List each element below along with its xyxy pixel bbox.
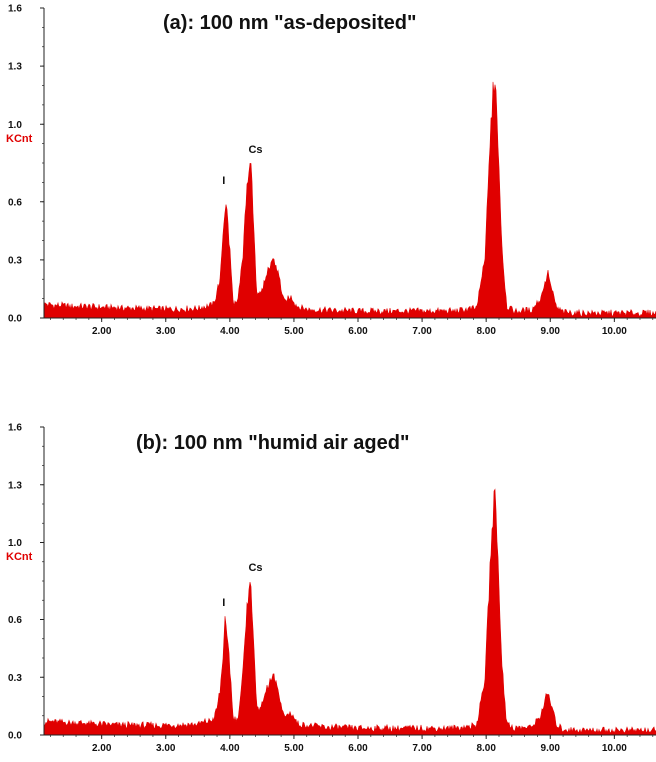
spectrum-chart: 0.0 0.3 0.6 1.0 1.3 1.6 2.00 3.00 4.00 5.00 6.00 7.… <box>6 423 656 754</box>
x-tick-label: 7.00 <box>412 743 432 754</box>
chart-title: (a): 100 nm "as-deposited" <box>163 12 417 34</box>
chart-panel-a: (a): 100 nm "as-deposited" 0.0 0.3 0.6 1.0 1… <box>0 0 656 340</box>
x-tick-label: 5.00 <box>284 743 304 754</box>
y-tick-label: 1.0 <box>8 538 22 549</box>
peak-label: Cs <box>248 562 262 574</box>
x-tick-label: 6.00 <box>348 326 368 337</box>
x-tick-label: 10.00 <box>602 326 627 337</box>
x-tick-label: 9.00 <box>541 743 561 754</box>
x-tick-label: 4.00 <box>220 743 240 754</box>
y-tick-label: 1.3 <box>8 480 22 491</box>
x-tick-label: 8.00 <box>476 326 496 337</box>
x-tick-label: 7.00 <box>412 326 432 337</box>
y-axis-label: KCnt <box>6 133 33 145</box>
y-tick-label: 1.6 <box>8 4 22 15</box>
spectrum-chart: 0.0 0.3 0.6 1.0 1.3 1.6 2.00 3.00 4.00 5.00 6.00 7.… <box>6 4 656 337</box>
y-tick-label: 0.3 <box>8 255 22 266</box>
chart-panel-b: (b): 100 nm "humid air aged" 0.0 0.3 0.6 1.… <box>0 418 656 762</box>
peak-label: Cs <box>248 144 262 156</box>
y-tick-label: 0.3 <box>8 673 22 684</box>
x-tick-label: 2.00 <box>92 326 112 337</box>
x-tick-label: 2.00 <box>92 743 112 754</box>
chart-title: (b): 100 nm "humid air aged" <box>136 432 410 454</box>
y-tick-label: 0.6 <box>8 615 22 626</box>
peak-label: I <box>222 597 225 609</box>
x-tick-label: 3.00 <box>156 743 176 754</box>
x-tick-label: 3.00 <box>156 326 176 337</box>
x-tick-label: 6.00 <box>348 743 368 754</box>
x-tick-label: 9.00 <box>541 326 561 337</box>
y-tick-label: 0.0 <box>8 731 22 742</box>
y-tick-label: 1.6 <box>8 423 22 434</box>
spectrum-series <box>43 81 656 319</box>
x-tick-label: 5.00 <box>284 326 304 337</box>
x-tick-label: 8.00 <box>476 743 496 754</box>
y-tick-label: 0.6 <box>8 197 22 208</box>
x-tick-label: 10.00 <box>602 743 627 754</box>
y-axis-label: KCnt <box>6 551 33 563</box>
y-tick-label: 1.3 <box>8 62 22 73</box>
x-tick-label: 4.00 <box>220 326 240 337</box>
spectrum-series <box>43 488 656 736</box>
peak-label: I <box>222 175 225 187</box>
y-tick-label: 0.0 <box>8 314 22 325</box>
y-tick-label: 1.0 <box>8 120 22 131</box>
